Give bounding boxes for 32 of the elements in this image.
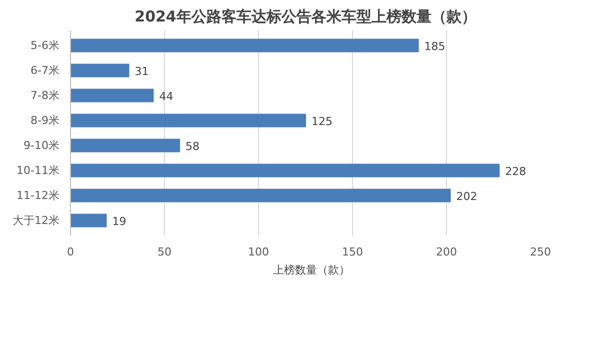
text: 上榜数量（款） [273,262,350,278]
data-label: 185 [424,40,446,53]
bar [70,88,154,102]
bar [70,138,180,152]
x-tick-label: 50 [158,246,172,258]
data-label: 228 [505,165,526,178]
data-label: 202 [456,190,478,203]
data-label: 19 [112,215,126,228]
y-tick-label: 11-12米 [16,189,60,202]
y-tick-label: 8-9米 [30,114,60,127]
bar [70,64,130,78]
y-tick-label: 10-11米 [16,164,60,177]
x-tick-label: 200 [436,246,457,258]
x-tick-label: 150 [342,246,363,258]
data-label: 58 [186,140,200,153]
bar [70,114,306,128]
bar [70,214,107,228]
data-label: 44 [159,90,174,103]
x-tick-label: 0 [67,246,74,258]
x-tick-label: 250 [530,246,551,258]
chart-title: 2024年公路客车达标公告各米车型上榜数量（款） [134,8,476,26]
y-tick-label: 7-8米 [30,89,60,102]
y-tick-label: 6-7米 [30,64,60,77]
bar [70,188,451,202]
x-tick-label: 100 [248,246,269,258]
data-label: 31 [134,65,149,78]
bar [70,38,419,52]
data-label: 125 [312,115,332,128]
y-tick-label: 9-10米 [24,139,60,152]
y-tick-label: 5-6米 [30,39,60,52]
bar [70,164,500,178]
y-tick-label: 大于12米 [12,214,60,227]
